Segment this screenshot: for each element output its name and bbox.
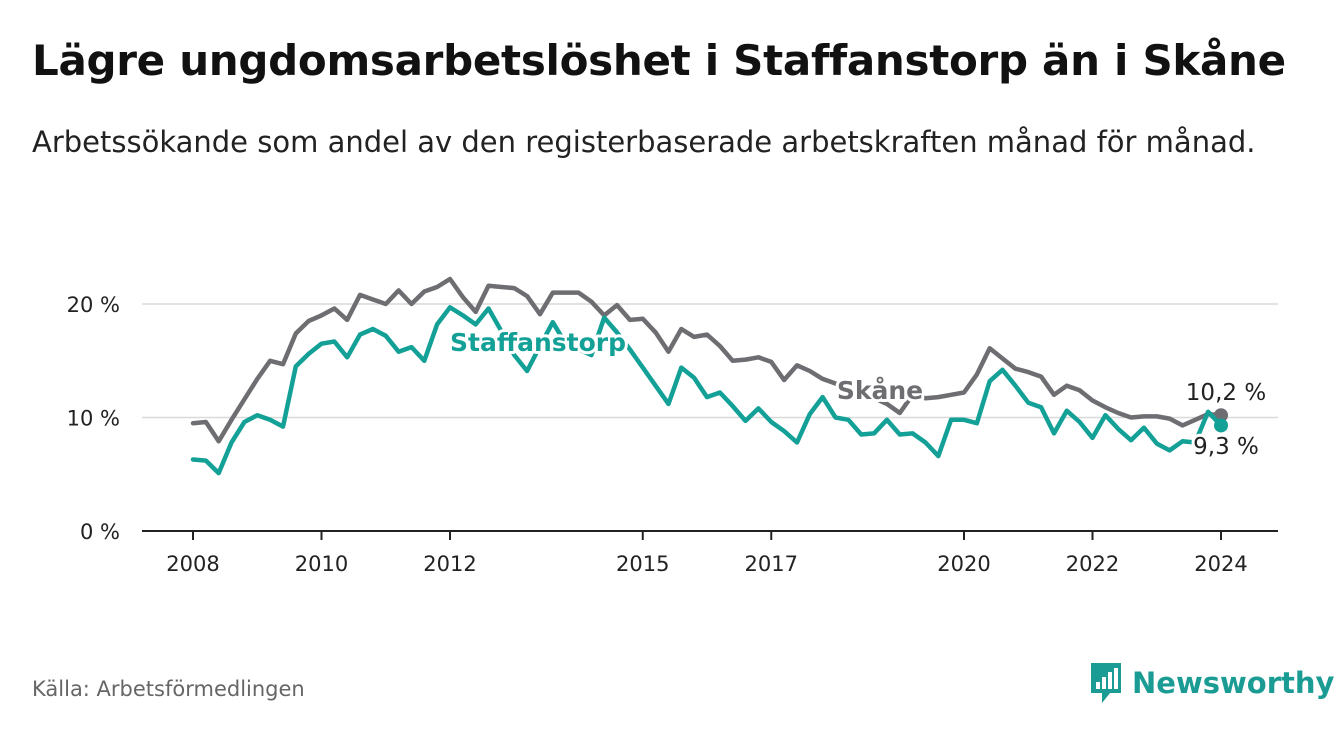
bar-chart-icon [1091,663,1121,703]
series-label-staffanstorp: Staffanstorp [450,328,626,357]
page-title: Lägre ungdomsarbetslöshet i Staffanstorp… [32,36,1286,85]
y-tick-label: 20 % [67,293,120,317]
source-text: Källa: Arbetsförmedlingen [32,677,305,701]
end-point-staffanstorp [1214,418,1228,433]
end-label-skane: 10,2 % [1186,380,1266,406]
end-label-staffanstorp: 9,3 % [1193,434,1259,460]
x-tick-label: 2020 [937,552,990,576]
y-tick-label: 0 % [80,520,120,544]
grid-lines [142,303,1278,419]
x-tick-label: 2012 [423,552,476,576]
series-line-skane [190,276,1224,444]
page-subtitle: Arbetssökande som andel av den registerb… [32,125,1256,159]
series-label-skane: Skåne [837,376,923,405]
series-line-staffanstorp [190,305,1224,476]
x-tick-label: 2017 [745,552,798,576]
brand-logo[interactable]: Newsworthy [1088,660,1334,706]
x-axis-ticks: 2008 2010 2012 2015 2017 2020 2022 2024 [166,531,1248,576]
x-tick-label: 2010 [295,552,348,576]
y-axis-ticks: 0 % 10 % 20 % [67,293,120,544]
x-tick-label: 2024 [1194,552,1247,576]
brand-name: Newsworthy [1132,666,1335,700]
x-tick-label: 2008 [166,552,219,576]
series-lines [190,276,1228,476]
x-tick-label: 2022 [1066,552,1119,576]
y-tick-label: 10 % [67,407,120,431]
series-labels: Staffanstorp Skåne 10,2 % 9,3 % [447,325,1269,463]
x-tick-label: 2015 [616,552,669,576]
